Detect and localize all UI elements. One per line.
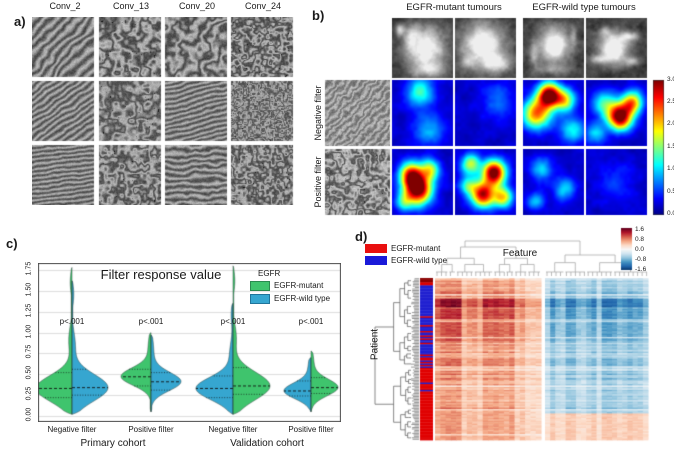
conv-column-title-1: Conv_2 bbox=[49, 1, 81, 11]
conv-column-title-4: Conv_24 bbox=[244, 1, 282, 11]
panel-c: c) Filter response value EGFR EGFR-mutan… bbox=[0, 230, 345, 455]
tumour-activation-maps bbox=[310, 0, 674, 220]
p-value-1: p<.001 bbox=[59, 317, 85, 326]
p-value-4: p<.001 bbox=[298, 317, 324, 326]
d-legend-wild-label: EGFR-wild type bbox=[391, 255, 448, 265]
d-legend-item-wild: EGFR-wild type bbox=[365, 256, 447, 265]
patient-axis-label: Patient bbox=[369, 328, 381, 361]
b-colorbar-tick-1: 3.0 bbox=[667, 76, 674, 83]
cohort-label-validation: Validation cohort bbox=[230, 438, 304, 449]
c-legend-wild-label: EGFR-wild type bbox=[274, 294, 331, 303]
d-colorbar-tick-1: 1.6 bbox=[635, 226, 645, 233]
panel-b: b) EGFR-mutant tumours EGFR-wild type tu… bbox=[310, 0, 674, 225]
row-label-positive-filter: Positive filter bbox=[313, 156, 323, 208]
egfr-mutant-annotation-swatch bbox=[365, 244, 387, 253]
panel-d-label: d) bbox=[355, 229, 368, 244]
b-colorbar-tick-4: 1.5 bbox=[667, 143, 674, 150]
egfr-wild-type-swatch bbox=[250, 294, 270, 304]
y-tick-1.50: 1.50 bbox=[25, 282, 33, 297]
d-legend-mutant-label: EGFR-mutant bbox=[391, 243, 441, 253]
y-tick-0.00: 0.00 bbox=[25, 407, 33, 422]
filter-visualization-grid bbox=[32, 17, 294, 205]
x-tick-negative-validation: Negative filter bbox=[208, 425, 258, 434]
y-tick-0.25: 0.25 bbox=[25, 386, 33, 401]
x-tick-positive-validation: Positive filter bbox=[288, 425, 334, 434]
cohort-label-primary: Primary cohort bbox=[80, 438, 146, 449]
violin-plot bbox=[38, 263, 341, 422]
b-colorbar-tick-7: 0.0 bbox=[667, 210, 674, 217]
b-colorbar-tick-6: 0.5 bbox=[667, 188, 674, 195]
egfr-wild-type-annotation-swatch bbox=[365, 256, 387, 265]
y-tick-1.25: 1.25 bbox=[25, 303, 33, 318]
clustermap bbox=[345, 225, 674, 455]
c-legend-item-wild: EGFR-wild type bbox=[250, 294, 330, 304]
violin-plot-title: Filter response value bbox=[100, 267, 222, 282]
conv-column-title-3: Conv_20 bbox=[178, 1, 216, 11]
y-tick-1.00: 1.00 bbox=[25, 324, 33, 339]
conv-column-title-2: Conv_13 bbox=[112, 1, 150, 11]
p-value-2: p<.001 bbox=[138, 317, 164, 326]
panel-a-label: a) bbox=[14, 14, 26, 29]
panel-d: d) EGFR-mutant EGFR-wild type Feature Pa… bbox=[345, 225, 674, 455]
b-colorbar-tick-3: 2.0 bbox=[667, 120, 674, 127]
x-tick-positive-primary: Positive filter bbox=[128, 425, 174, 434]
c-legend-item-mutant: EGFR-mutant bbox=[250, 281, 323, 291]
p-value-3: p<.001 bbox=[220, 317, 246, 326]
b-colorbar-tick-5: 1.0 bbox=[667, 165, 674, 172]
y-tick-1.75: 1.75 bbox=[25, 261, 33, 276]
x-tick-negative-primary: Negative filter bbox=[47, 425, 97, 434]
panel-a: a) Conv_2 Conv_13 Conv_20 Conv_24 bbox=[0, 0, 310, 225]
d-legend-item-mutant: EGFR-mutant bbox=[365, 244, 440, 253]
b-colorbar-tick-2: 2.5 bbox=[667, 98, 674, 105]
panel-b-label: b) bbox=[312, 8, 325, 23]
group-title-egfr-mutant: EGFR-mutant tumours bbox=[406, 2, 502, 13]
egfr-mutant-swatch bbox=[250, 281, 270, 291]
panel-c-label: c) bbox=[6, 236, 18, 251]
feature-axis-label: Feature bbox=[502, 248, 538, 259]
c-legend-mutant-label: EGFR-mutant bbox=[274, 281, 324, 290]
group-title-egfr-wild-type: EGFR-wild type tumours bbox=[532, 2, 636, 13]
c-legend-title: EGFR bbox=[258, 269, 281, 278]
d-colorbar-tick-5: -1.6 bbox=[635, 266, 647, 273]
d-colorbar-tick-4: -0.8 bbox=[635, 256, 647, 263]
row-label-negative-filter: Negative filter bbox=[313, 85, 323, 141]
d-colorbar-tick-2: 0.8 bbox=[635, 236, 645, 243]
d-colorbar-tick-3: 0.0 bbox=[635, 246, 645, 253]
y-tick-0.50: 0.50 bbox=[25, 365, 33, 380]
